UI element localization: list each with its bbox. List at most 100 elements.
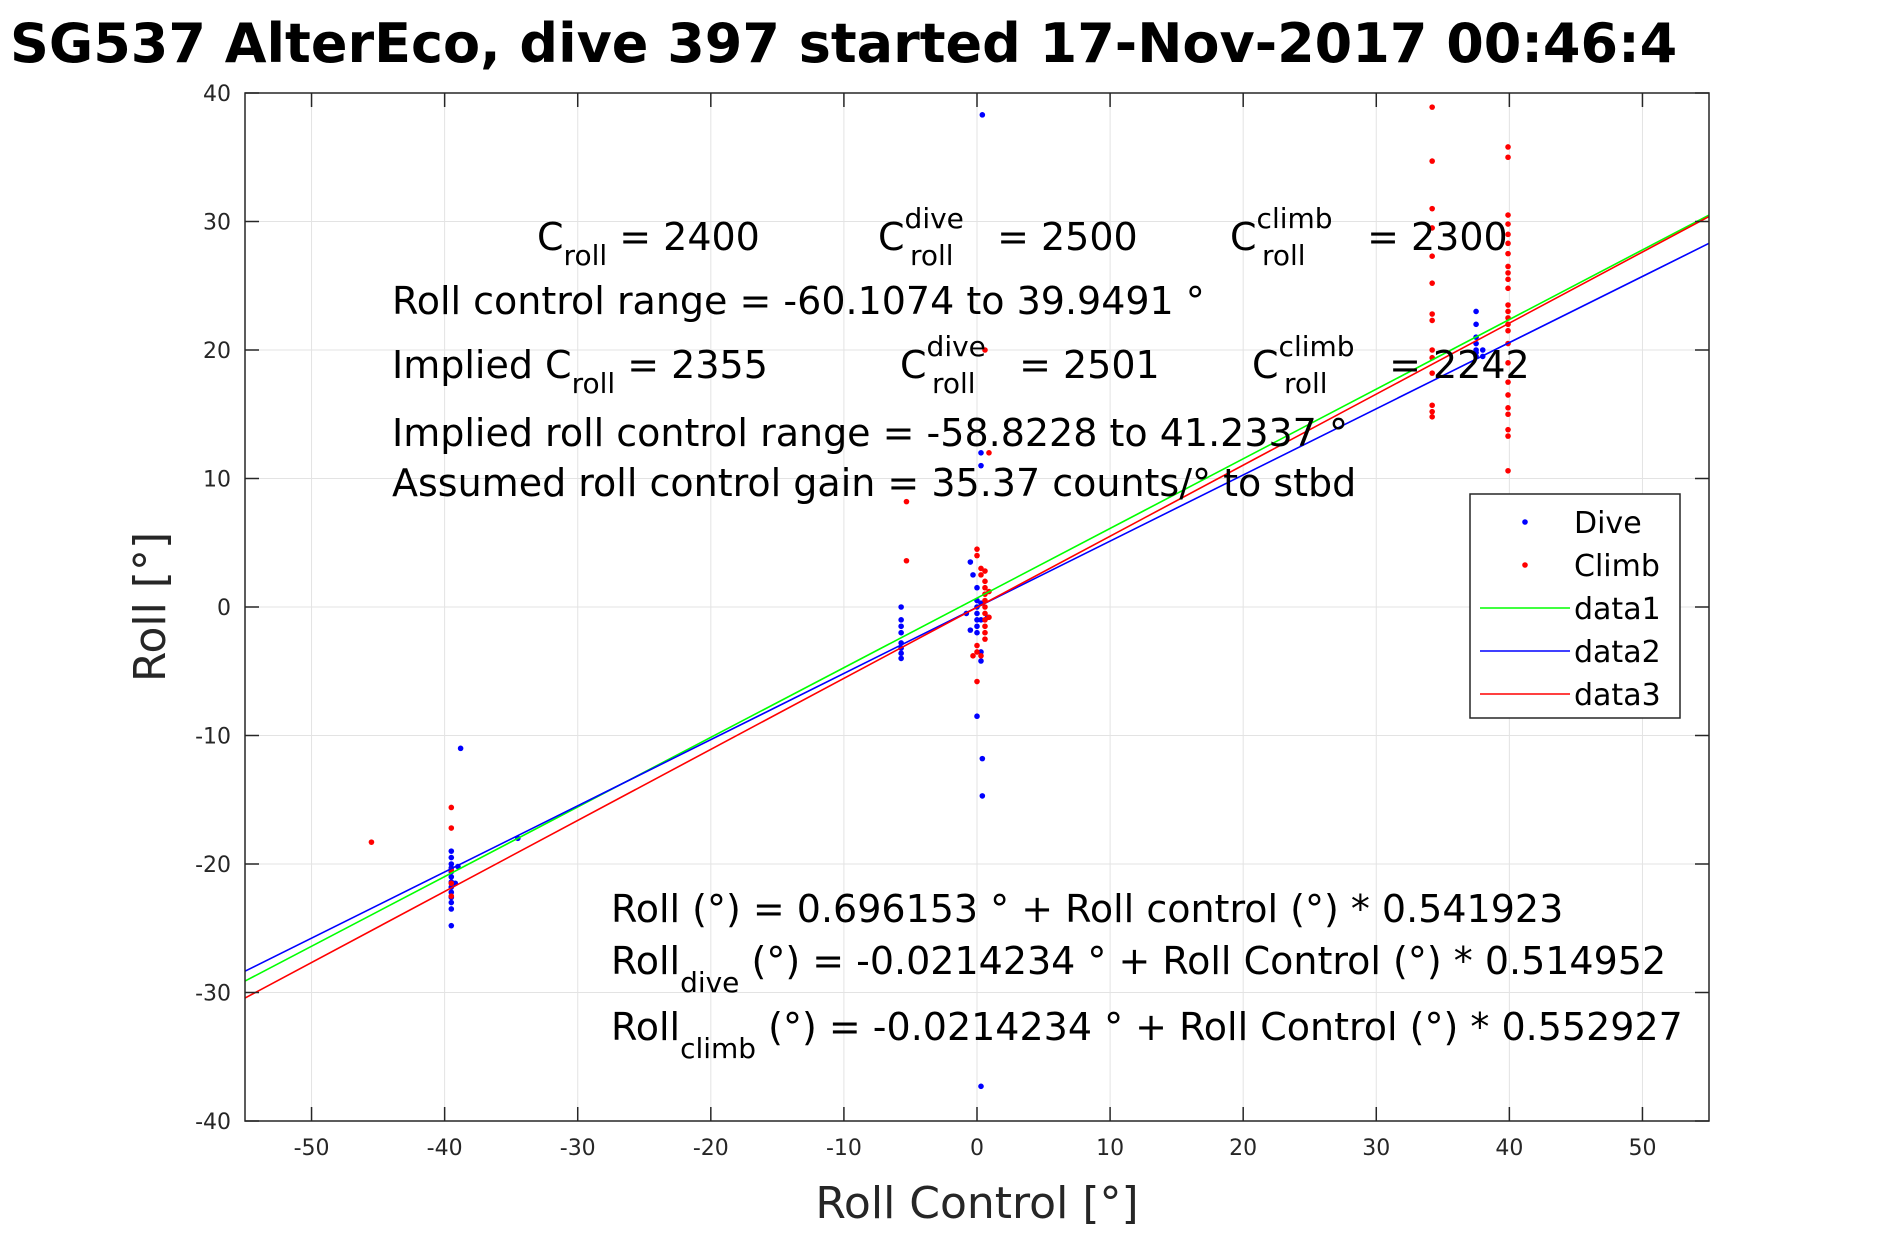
equation-roll-base: Roll bbox=[611, 887, 680, 931]
equation-climb-rest: (°) = -0.0214234 ° + Roll Control (°) * … bbox=[756, 1005, 1683, 1049]
equation-roll-dive: Rolldive (°) = -0.0214234 ° + Roll Contr… bbox=[611, 939, 1666, 999]
point-climb bbox=[1429, 414, 1435, 420]
x-tick-label: 20 bbox=[1229, 1136, 1257, 1161]
point-climb bbox=[1429, 402, 1435, 409]
point-climb bbox=[1505, 231, 1511, 238]
point-climb bbox=[903, 557, 910, 564]
implied-dive-value: = 2501 bbox=[1007, 343, 1160, 387]
implied-climb-sub: roll bbox=[1284, 367, 1328, 400]
equation-roll-rest: (°) = 0.696153 ° + Roll control (°) * 0.… bbox=[680, 887, 1563, 931]
point-dive bbox=[979, 112, 986, 118]
point-dive bbox=[448, 889, 455, 896]
point-climb bbox=[1505, 221, 1511, 227]
point-climb bbox=[1505, 433, 1511, 439]
point-dive bbox=[448, 874, 455, 880]
point-dive bbox=[1473, 308, 1479, 315]
point-climb bbox=[974, 649, 980, 655]
c-dive-sub: roll bbox=[910, 239, 954, 272]
legend: Dive Climb data1 data2 data3 bbox=[1469, 493, 1681, 719]
point-climb bbox=[1505, 302, 1511, 308]
point-dive bbox=[448, 854, 455, 861]
legend-box bbox=[1469, 493, 1681, 719]
legend-swatch-climb bbox=[1522, 562, 1528, 568]
point-dive bbox=[979, 755, 986, 762]
series-line-data3 bbox=[244, 215, 1710, 999]
point-climb bbox=[448, 825, 455, 831]
point-climb bbox=[978, 572, 984, 578]
annotation-c-climb: Cclimb roll = 2300 bbox=[1230, 202, 1508, 272]
point-climb bbox=[974, 546, 980, 552]
c-dive-value: = 2500 bbox=[985, 215, 1138, 259]
equation-dive-sub: dive bbox=[680, 966, 739, 999]
y-axis-label: Roll [°] bbox=[125, 532, 176, 682]
point-dive bbox=[974, 584, 980, 591]
point-dive bbox=[974, 610, 980, 617]
point-climb bbox=[1505, 379, 1511, 385]
x-tick-label: -30 bbox=[560, 1136, 596, 1161]
y-tick-label: -30 bbox=[195, 982, 231, 1007]
point-climb bbox=[1429, 253, 1435, 259]
implied-climb-base: C bbox=[1252, 343, 1279, 387]
point-dive bbox=[967, 627, 974, 633]
y-tick-label: 40 bbox=[203, 82, 231, 107]
chart-title: SG537 AlterEco, dive 397 started 17-Nov-… bbox=[10, 12, 1677, 75]
annotation-implied-c: Implied Croll = 2355 bbox=[392, 343, 768, 400]
point-climb bbox=[1505, 411, 1511, 418]
point-dive bbox=[967, 559, 974, 565]
equation-roll: Roll (°) = 0.696153 ° + Roll control (°)… bbox=[611, 887, 1563, 931]
y-tick-label: -10 bbox=[195, 725, 231, 750]
implied-dive-base: C bbox=[900, 343, 927, 387]
point-climb bbox=[982, 617, 988, 623]
point-climb bbox=[970, 653, 976, 659]
point-dive bbox=[979, 793, 986, 799]
point-dive bbox=[898, 629, 904, 636]
point-climb bbox=[1429, 370, 1435, 376]
series-line-data1 bbox=[244, 214, 1710, 982]
point-dive bbox=[978, 658, 984, 664]
c-dive-base: C bbox=[878, 215, 905, 259]
annotation-c-dive: Cdive roll = 2500 bbox=[878, 202, 1138, 272]
y-tick-label: -20 bbox=[195, 853, 231, 878]
point-climb bbox=[986, 614, 992, 621]
x-tick-label: 10 bbox=[1096, 1136, 1124, 1161]
c-roll-sub: roll bbox=[564, 239, 608, 272]
point-dive bbox=[1473, 349, 1479, 356]
point-climb bbox=[982, 610, 988, 617]
point-climb bbox=[978, 653, 984, 659]
point-dive bbox=[898, 623, 904, 630]
point-dive bbox=[978, 649, 984, 655]
point-dive bbox=[898, 617, 904, 623]
point-climb bbox=[986, 450, 992, 456]
point-climb bbox=[1429, 104, 1435, 110]
y-tick-label: 30 bbox=[203, 211, 231, 236]
point-climb bbox=[1505, 250, 1511, 257]
point-climb bbox=[1505, 467, 1511, 474]
point-dive bbox=[974, 629, 980, 636]
point-dive bbox=[898, 655, 904, 662]
point-climb bbox=[982, 636, 988, 642]
point-dive bbox=[974, 713, 980, 720]
point-climb bbox=[1429, 280, 1435, 286]
annotation-roll-range: Roll control range = -60.1074 to 39.9491… bbox=[392, 279, 1205, 323]
point-climb bbox=[1505, 154, 1511, 161]
legend-label-data1: data1 bbox=[1574, 592, 1661, 627]
c-roll-value: = 2400 bbox=[607, 215, 760, 259]
legend-label-climb: Climb bbox=[1574, 549, 1660, 584]
annotation-implied-range: Implied roll control range = -58.8228 to… bbox=[392, 411, 1348, 455]
c-climb-sub: roll bbox=[1262, 239, 1306, 272]
annotation-gain: Assumed roll control gain = 35.37 counts… bbox=[392, 461, 1356, 505]
point-dive bbox=[978, 1083, 984, 1090]
point-climb bbox=[1505, 360, 1511, 366]
x-tick-label: 40 bbox=[1495, 1136, 1523, 1161]
equation-dive-base: Roll bbox=[611, 939, 680, 983]
point-climb bbox=[982, 568, 988, 574]
point-climb bbox=[974, 642, 980, 649]
x-tick-label: 30 bbox=[1362, 1136, 1390, 1161]
point-climb bbox=[448, 804, 455, 811]
point-climb bbox=[1429, 408, 1435, 415]
point-climb bbox=[1505, 285, 1511, 292]
x-tick-label: -20 bbox=[693, 1136, 729, 1161]
y-tick-label: 0 bbox=[217, 596, 231, 621]
implied-prefix: Implied bbox=[392, 343, 545, 387]
point-climb bbox=[448, 880, 455, 887]
